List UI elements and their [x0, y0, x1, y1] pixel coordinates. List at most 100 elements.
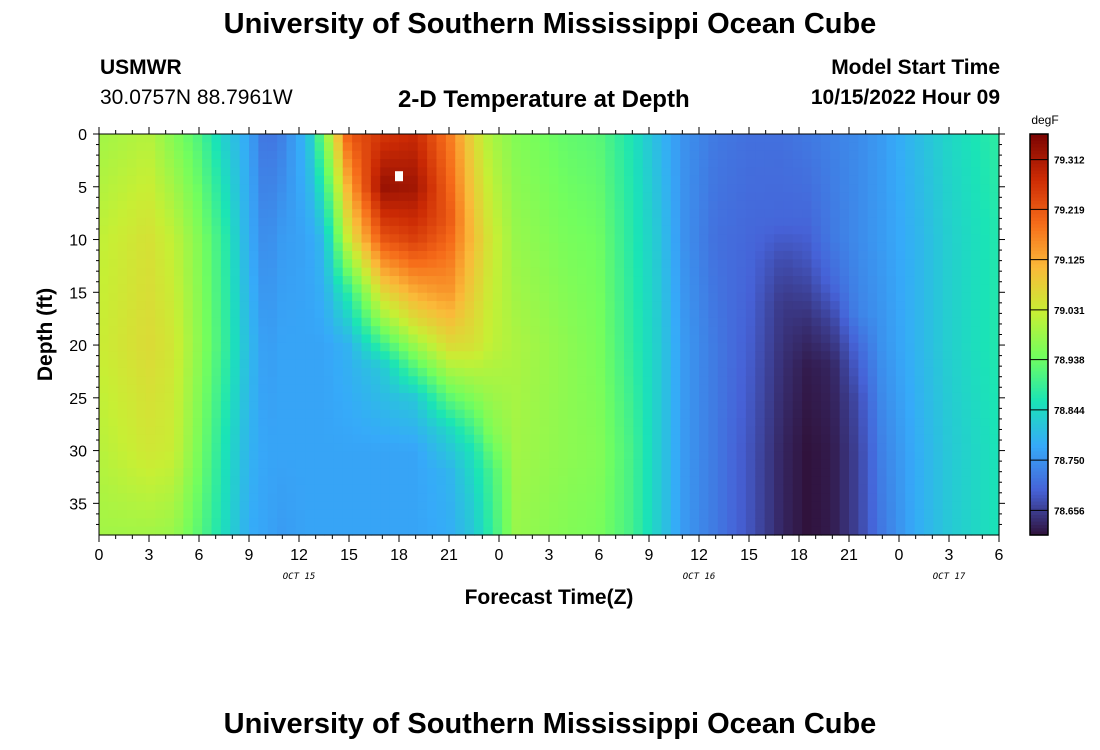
heatmap-cell [445, 359, 456, 369]
heatmap-cell [305, 309, 316, 319]
heatmap-cell [577, 292, 588, 302]
heatmap-cell [249, 242, 259, 252]
heatmap-cell [502, 301, 513, 311]
heatmap-cell [239, 276, 250, 285]
heatmap-cell [183, 468, 194, 478]
heatmap-cell [849, 142, 859, 152]
heatmap-cell [839, 426, 850, 436]
heatmap-cell [230, 342, 241, 352]
heatmap-cell [417, 359, 428, 369]
heatmap-cell [717, 501, 728, 511]
heatmap-cell [792, 134, 803, 143]
heatmap-cell [886, 484, 897, 494]
heatmap-cell [783, 192, 794, 202]
heatmap-cell [670, 200, 681, 210]
heatmap-cell [820, 267, 831, 277]
heatmap-cell [699, 459, 709, 469]
heatmap-cell [933, 234, 944, 244]
heatmap-cell [417, 384, 428, 394]
heatmap-cell [680, 342, 691, 352]
heatmap-cell [624, 242, 634, 252]
heatmap-cell [689, 493, 700, 503]
heatmap-cell [445, 175, 456, 185]
heatmap-cell [567, 150, 578, 160]
heatmap-cell [980, 234, 991, 244]
heatmap-cell [736, 167, 747, 177]
heatmap-cell [492, 267, 503, 277]
heatmap-cell [989, 242, 1000, 252]
heatmap-cell [605, 309, 616, 319]
heatmap-cell [792, 326, 803, 336]
heatmap-cell [314, 301, 325, 311]
heatmap-cell [849, 292, 859, 302]
heatmap-cell [867, 284, 878, 294]
heatmap-cell [286, 159, 297, 169]
heatmap-cell [530, 326, 541, 336]
heatmap-cell [155, 334, 166, 344]
heatmap-cell [249, 526, 259, 536]
heatmap-cell [567, 292, 578, 302]
heatmap-cell [567, 134, 578, 143]
heatmap-cell [258, 418, 269, 427]
heatmap-cell [586, 150, 597, 160]
heatmap-cell [108, 242, 119, 252]
heatmap-cell [502, 401, 513, 411]
heatmap-cell [764, 376, 775, 386]
heatmap-cell [192, 434, 203, 444]
heatmap-cell [586, 192, 597, 202]
heatmap-cell [577, 192, 588, 202]
heatmap-cell [586, 234, 597, 244]
heatmap-cell [970, 401, 981, 411]
heatmap-cell [380, 175, 391, 185]
heatmap-cell [183, 409, 194, 419]
heatmap-cell [661, 459, 672, 469]
heatmap-cell [680, 509, 691, 519]
heatmap-cell [633, 167, 644, 177]
heatmap-cell [867, 359, 878, 369]
heatmap-cell [689, 334, 700, 344]
heatmap-cell [689, 142, 700, 152]
heatmap-cell [399, 217, 409, 227]
heatmap-cell [145, 384, 156, 394]
heatmap-cell [314, 234, 325, 244]
heatmap-cell [595, 167, 606, 177]
heatmap-cell [708, 159, 719, 169]
heatmap-cell [192, 284, 203, 294]
heatmap-cell [586, 284, 597, 294]
heatmap-cell [267, 184, 278, 194]
heatmap-cell [549, 217, 559, 227]
heatmap-cell [708, 367, 719, 377]
heatmap-cell [427, 317, 438, 327]
heatmap-cell [258, 342, 269, 352]
heatmap-cell [380, 159, 391, 169]
heatmap-cell [211, 317, 222, 327]
heatmap-cell [895, 234, 906, 244]
x-tick-label: 3 [145, 547, 154, 564]
heatmap-cell [783, 484, 794, 494]
heatmap-cell [183, 401, 194, 411]
heatmap-cell [970, 342, 981, 352]
heatmap-cell [417, 301, 428, 311]
heatmap-cell [399, 259, 409, 269]
heatmap-cell [539, 493, 550, 503]
heatmap-cell [511, 526, 522, 536]
heatmap-cell [211, 142, 222, 152]
heatmap-cell [792, 317, 803, 327]
heatmap-cell [661, 526, 672, 536]
heatmap-cell [849, 434, 859, 444]
heatmap-cell [811, 159, 822, 169]
heatmap-cell [933, 284, 944, 294]
heatmap-cell [417, 351, 428, 361]
heatmap-cell [708, 484, 719, 494]
heatmap-cell [989, 250, 1000, 260]
heatmap-cell [174, 225, 184, 235]
heatmap-cell [380, 351, 391, 361]
heatmap-cell [970, 167, 981, 177]
heatmap-cell [314, 401, 325, 411]
heatmap-cell [408, 209, 419, 219]
heatmap-cell [727, 234, 738, 244]
heatmap-cell [858, 209, 869, 219]
heatmap-cell [249, 326, 259, 336]
heatmap-cell [530, 409, 541, 419]
heatmap-cell [483, 426, 494, 436]
